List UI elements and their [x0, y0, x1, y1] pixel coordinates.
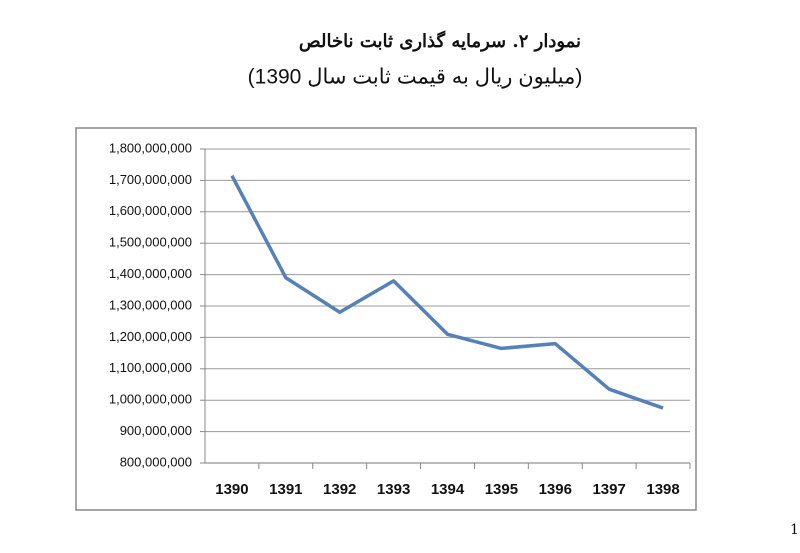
x-tick-label: 1397: [592, 481, 625, 498]
chart-subtitle: (میلیون ریال به قیمت ثابت سال 1390): [248, 66, 583, 90]
x-tick-label: 1393: [377, 481, 410, 498]
y-tick-label: 900,000,000: [120, 423, 192, 438]
y-tick-label: 1,800,000,000: [109, 140, 192, 155]
y-tick-label: 1,000,000,000: [109, 392, 192, 407]
x-tick-label: 1391: [269, 481, 302, 498]
x-tick-label: 1396: [539, 481, 572, 498]
y-tick-label: 1,100,000,000: [109, 360, 192, 375]
data-line: [230, 174, 664, 410]
y-tick-label: 1,200,000,000: [109, 329, 192, 344]
y-tick-label: 800,000,000: [120, 454, 192, 469]
chart-frame: [75, 127, 697, 511]
y-tick-label: 1,600,000,000: [109, 203, 192, 218]
x-tick-label: 1390: [215, 481, 248, 498]
chart-title: نمودار ۲. سرمایه گذاری ثابت ناخالص: [299, 30, 581, 52]
source-note: منبع: بانک مرکزی 1399: [790, 522, 800, 538]
x-tick-label: 1395: [485, 481, 518, 498]
y-tick-label: 1,300,000,000: [109, 297, 192, 312]
x-tick-label: 1398: [646, 481, 679, 498]
y-tick-label: 1,400,000,000: [109, 266, 192, 281]
x-tick-label: 1392: [323, 481, 356, 498]
y-tick-label: 1,700,000,000: [109, 172, 192, 187]
y-tick-label: 1,500,000,000: [109, 235, 192, 250]
x-tick-label: 1394: [431, 481, 465, 498]
